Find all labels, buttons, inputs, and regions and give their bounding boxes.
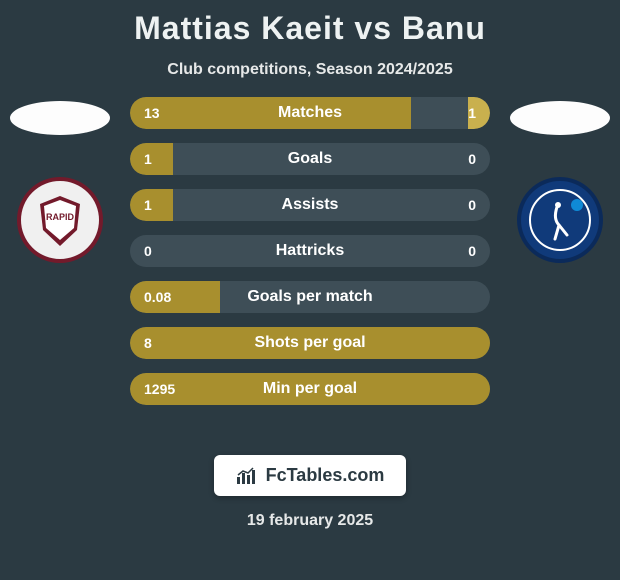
stat-value-left: 1 — [144, 151, 152, 167]
subtitle: Club competitions, Season 2024/2025 — [0, 61, 620, 79]
club-badge-right — [517, 177, 603, 263]
stat-label: Shots per goal — [254, 334, 365, 352]
stat-label: Goals per match — [247, 288, 372, 306]
brand-box: FcTables.com — [214, 455, 407, 496]
stat-bar: 8 Shots per goal — [130, 327, 490, 359]
stat-label: Goals — [288, 150, 332, 168]
stat-value-left: 1295 — [144, 381, 175, 397]
stat-value-right: 0 — [468, 243, 476, 259]
player-right-avatar — [510, 101, 610, 135]
stat-value-right: 1 — [468, 105, 476, 121]
stat-fill-left — [130, 97, 411, 129]
svg-text:RAPID: RAPID — [46, 212, 75, 222]
stat-value-left: 1 — [144, 197, 152, 213]
stat-label: Assists — [282, 196, 339, 214]
stat-value-right: 0 — [468, 197, 476, 213]
date-text: 19 february 2025 — [247, 512, 373, 530]
player-left-column: RAPID — [0, 97, 120, 263]
stat-bar: 1295 Min per goal — [130, 373, 490, 405]
stat-label: Min per goal — [263, 380, 357, 398]
page-title: Mattias Kaeit vs Banu — [0, 0, 620, 47]
stat-bar: 1 Goals 0 — [130, 143, 490, 175]
brand-icon — [236, 467, 258, 485]
stat-label: Matches — [278, 104, 342, 122]
stat-bar: 0.08 Goals per match — [130, 281, 490, 313]
player-right-column — [500, 97, 620, 263]
stat-value-left: 0.08 — [144, 289, 171, 305]
club-badge-left: RAPID — [17, 177, 103, 263]
footer: FcTables.com 19 february 2025 — [0, 455, 620, 530]
stat-bar: 1 Assists 0 — [130, 189, 490, 221]
comparison-stage: RAPID 13 Matches 1 1 Goals 0 1 Assists 0 0 Hattric… — [0, 97, 620, 437]
stat-bar: 13 Matches 1 — [130, 97, 490, 129]
stat-label: Hattricks — [276, 242, 344, 260]
stat-value-left: 0 — [144, 243, 152, 259]
stat-value-left: 13 — [144, 105, 160, 121]
stat-bars: 13 Matches 1 1 Goals 0 1 Assists 0 0 Hattricks 0 0.0… — [130, 97, 490, 405]
stat-value-left: 8 — [144, 335, 152, 351]
player-left-avatar — [10, 101, 110, 135]
brand-text: FcTables.com — [266, 465, 385, 486]
stat-bar: 0 Hattricks 0 — [130, 235, 490, 267]
stat-value-right: 0 — [468, 151, 476, 167]
